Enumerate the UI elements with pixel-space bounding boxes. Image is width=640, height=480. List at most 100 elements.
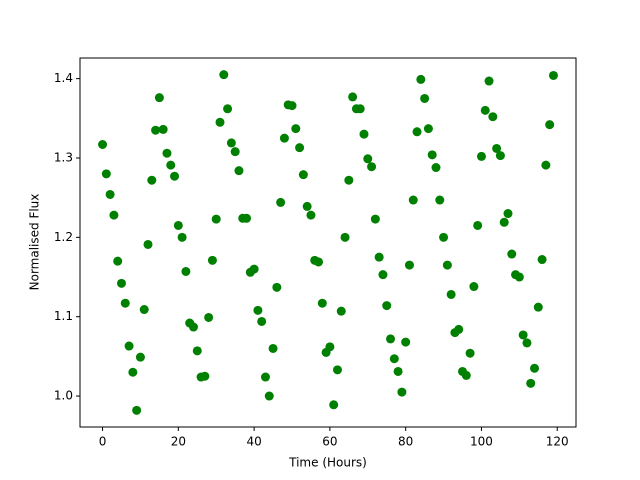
scatter-point	[287, 101, 297, 111]
scatter-point	[401, 337, 411, 347]
scatter-point	[109, 210, 119, 220]
scatter-point	[446, 289, 456, 299]
scatter-point	[113, 256, 123, 266]
scatter-point	[545, 120, 555, 130]
scatter-point	[495, 151, 505, 161]
scatter-point	[522, 338, 532, 348]
y-tick-label: 1.4	[54, 71, 73, 85]
scatter-point	[306, 210, 316, 220]
scatter-point	[367, 162, 377, 172]
scatter-point	[204, 312, 214, 322]
scatter-point	[230, 147, 240, 157]
scatter-point	[484, 76, 494, 86]
scatter-point	[291, 124, 301, 134]
scatter-point	[397, 387, 407, 397]
scatter-point	[317, 298, 327, 308]
scatter-point	[151, 125, 161, 135]
scatter-point	[442, 260, 452, 270]
scatter-point	[170, 171, 180, 181]
scatter-point	[363, 154, 373, 164]
scatter-point	[234, 166, 244, 176]
scatter-point	[192, 346, 202, 356]
x-tick-label: 20	[171, 435, 186, 449]
scatter-point	[404, 260, 414, 270]
scatter-point	[507, 249, 517, 259]
scatter-point	[249, 264, 259, 274]
y-tick-label: 1.3	[54, 150, 73, 164]
scatter-point	[268, 343, 278, 353]
x-tick-label: 100	[470, 435, 493, 449]
scatter-point	[332, 365, 342, 375]
y-axis-label: Normalised Flux	[28, 194, 42, 291]
scatter-point	[393, 366, 403, 376]
scatter-point	[302, 201, 312, 211]
scatter-point	[386, 334, 396, 344]
scatter-point	[382, 301, 392, 311]
scatter-point	[162, 148, 172, 158]
scatter-point	[188, 322, 198, 332]
scatter-point	[128, 367, 138, 377]
scatter-point	[416, 74, 426, 84]
scatter-point	[389, 354, 399, 364]
scatter-point	[537, 255, 547, 265]
scatter-point	[154, 93, 164, 103]
scatter-point	[435, 195, 445, 205]
x-tick-label: 60	[322, 435, 337, 449]
x-tick-label: 80	[398, 435, 413, 449]
y-tick-label: 1.2	[54, 230, 73, 244]
scatter-point	[514, 272, 524, 282]
scatter-point	[200, 371, 210, 381]
scatter-point	[135, 352, 145, 362]
scatter-point	[530, 363, 540, 373]
scatter-point	[348, 92, 358, 102]
scatter-point	[181, 266, 191, 276]
scatter-point	[211, 214, 221, 224]
scatter-point	[215, 117, 225, 127]
scatter-point	[431, 163, 441, 173]
scatter-point	[105, 189, 115, 199]
scatter-point	[476, 151, 486, 161]
plot-frame	[79, 57, 577, 428]
scatter-point	[374, 252, 384, 262]
x-tick-label: 0	[99, 435, 107, 449]
scatter-point	[503, 209, 513, 219]
scatter-point	[329, 400, 339, 410]
scatter-point	[355, 104, 365, 114]
scatter-point	[147, 175, 157, 185]
scatter-point	[139, 305, 149, 315]
scatter-point	[439, 232, 449, 242]
scatter-point	[132, 405, 142, 415]
scatter-point	[408, 195, 418, 205]
scatter-point	[541, 160, 551, 170]
scatter-point	[158, 124, 168, 134]
scatter-point	[98, 139, 108, 149]
scatter-point	[423, 124, 433, 134]
scatter-point	[173, 220, 183, 230]
scatter-point	[223, 104, 233, 114]
scatter-point	[257, 316, 267, 326]
scatter-point	[499, 217, 509, 227]
scatter-point	[295, 143, 305, 153]
scatter-point	[264, 391, 274, 401]
scatter-point	[298, 170, 308, 180]
scatter-point	[120, 298, 130, 308]
x-tick-label: 40	[246, 435, 261, 449]
scatter-point	[143, 239, 153, 249]
scatter-point	[454, 324, 464, 334]
scatter-point	[226, 138, 236, 148]
y-tick-label: 1.0	[54, 389, 73, 403]
scatter-point	[548, 70, 558, 80]
scatter-point	[370, 214, 380, 224]
scatter-point	[465, 348, 475, 358]
scatter-point	[492, 143, 502, 153]
scatter-point	[116, 278, 126, 288]
scatter-point	[533, 302, 543, 312]
scatter-point	[473, 220, 483, 230]
scatter-point	[253, 305, 263, 315]
scatter-point	[518, 330, 528, 340]
scatter-point	[461, 370, 471, 380]
y-tick-label: 1.1	[54, 309, 73, 323]
scatter-point	[207, 255, 217, 265]
scatter-point	[219, 70, 229, 80]
